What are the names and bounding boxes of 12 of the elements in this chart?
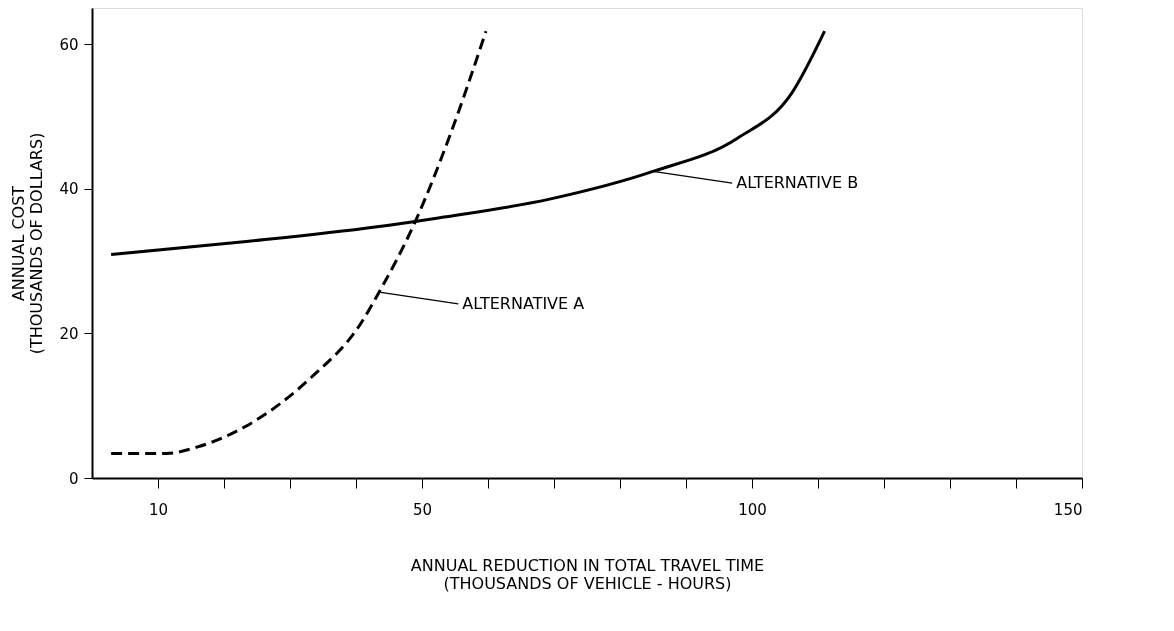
y-tick-label: 20 — [59, 324, 79, 343]
x-axis-title: ANNUAL REDUCTION IN TOTAL TRAVEL TIME (THOUSANDS OF VEHICLE - HOURS) — [410, 555, 765, 593]
annotation: ALTERNATIVE A — [462, 293, 585, 313]
y-tick-label: 0 — [68, 469, 79, 488]
annotation: ALTERNATIVE B — [736, 173, 859, 193]
y-axis-title: ANNUAL COST (THOUSANDS OF DOLLARS) — [9, 132, 47, 355]
x-tick-label: 10 — [148, 500, 169, 519]
x-tick-label: 150 — [1053, 500, 1083, 519]
x-tick-label: 100 — [738, 500, 767, 519]
y-tick-label: 40 — [59, 180, 79, 199]
x-tick-label: 50 — [412, 500, 433, 519]
y-tick-label: 60 — [59, 35, 79, 54]
